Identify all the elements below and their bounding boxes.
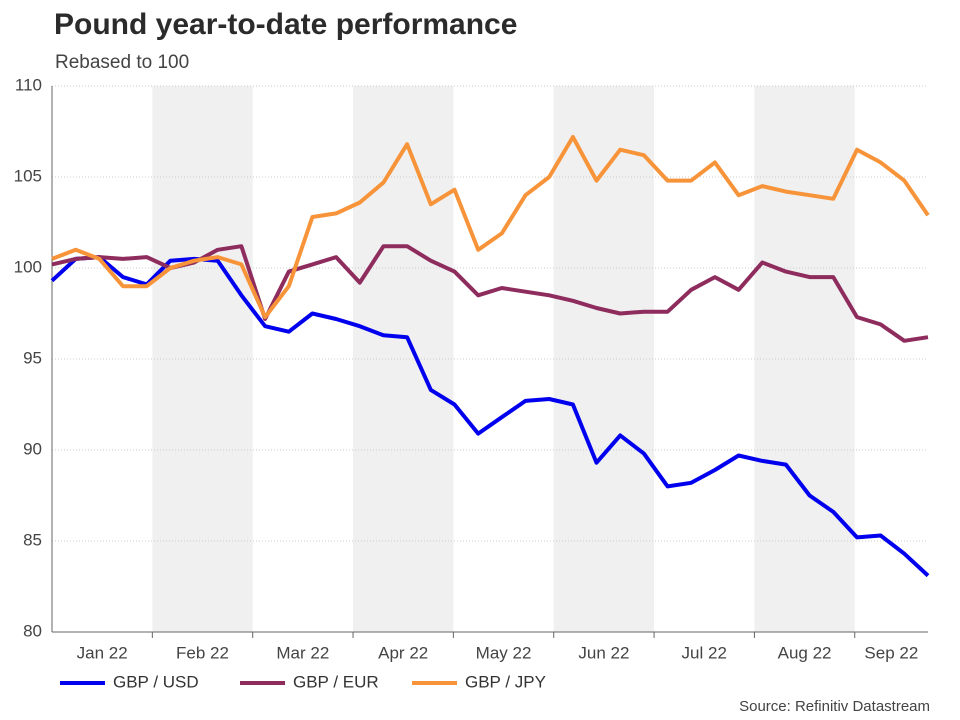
x-tick-label: Jun 22	[578, 643, 629, 662]
x-tick-label: Mar 22	[276, 643, 329, 662]
x-tick-label: Feb 22	[176, 643, 229, 662]
y-tick-label: 80	[23, 621, 42, 640]
legend-label: GBP / JPY	[465, 672, 546, 691]
x-tick-label: Aug 22	[778, 643, 832, 662]
legend-label: GBP / EUR	[293, 672, 379, 691]
x-tick-label: Apr 22	[378, 643, 428, 662]
y-tick-label: 95	[23, 348, 42, 367]
y-tick-label: 105	[14, 166, 42, 185]
x-tick-label: Sep 22	[864, 643, 918, 662]
source-note: Source: Refinitiv Datastream	[739, 698, 930, 715]
x-tick-label: Jan 22	[77, 643, 128, 662]
y-tick-label: 85	[23, 530, 42, 549]
chart-subtitle: Rebased to 100	[55, 52, 189, 73]
series-line	[51, 135, 930, 320]
chart-title: Pound year-to-date performance	[54, 8, 517, 41]
y-tick-label: 100	[14, 257, 42, 276]
y-tick-label: 90	[23, 439, 42, 458]
x-tick-label: Jul 22	[682, 643, 727, 662]
legend-label: GBP / USD	[113, 672, 199, 691]
y-tick-label: 110	[15, 75, 42, 94]
x-tick-label: May 22	[476, 643, 532, 662]
